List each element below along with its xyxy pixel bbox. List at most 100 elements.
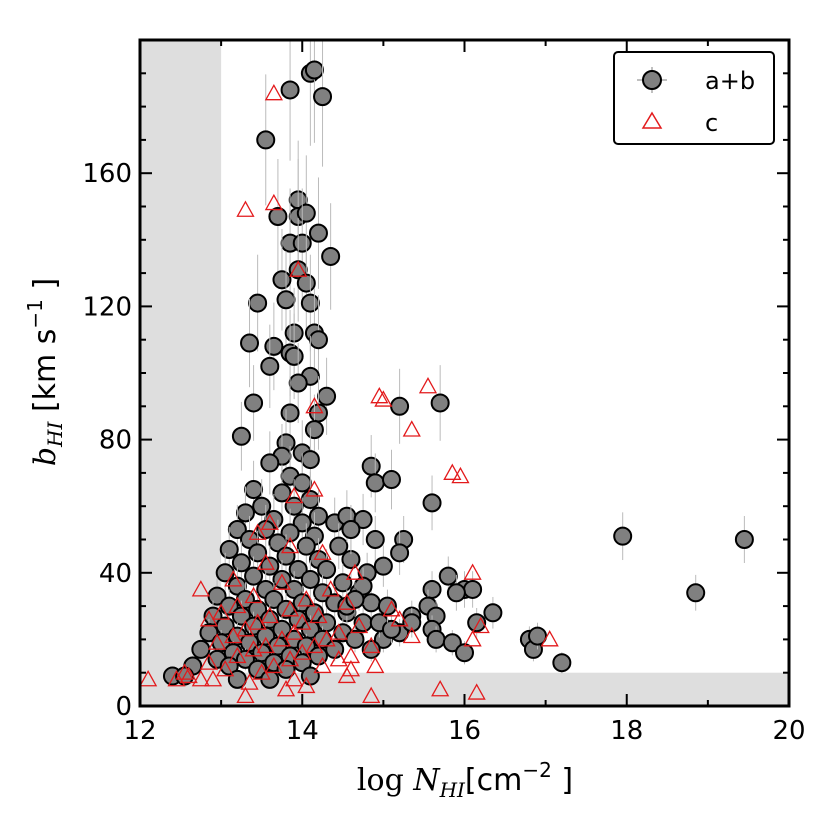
data-point-c <box>402 626 421 644</box>
data-point-c <box>337 593 356 610</box>
data-point-ab <box>438 566 458 586</box>
data-point-ab <box>288 373 308 393</box>
data-point-c <box>540 630 559 647</box>
y-tick-label: 0 <box>115 692 132 722</box>
data-point-c <box>362 686 381 704</box>
data-point-ab <box>240 333 260 353</box>
data-point-c <box>374 390 393 407</box>
data-point-c <box>179 666 198 684</box>
x-tick-label: 12 <box>123 716 156 746</box>
series-ab-points <box>162 40 754 689</box>
data-point-c <box>382 600 401 617</box>
data-point-ab <box>552 653 572 673</box>
data-point-ab <box>260 453 280 473</box>
data-point-ab <box>244 393 264 413</box>
data-point-ab <box>296 273 316 293</box>
data-point-ab <box>734 530 754 549</box>
data-point-ab <box>296 536 316 556</box>
y-tick-label: 160 <box>82 159 132 189</box>
data-point-c <box>216 660 235 677</box>
data-point-ab <box>341 520 361 540</box>
data-point-ab <box>244 480 264 500</box>
data-point-ab <box>455 643 474 663</box>
legend-box <box>613 51 775 145</box>
data-point-ab <box>231 426 251 446</box>
data-point-ab <box>280 80 300 100</box>
legend-marker-ab <box>642 70 662 90</box>
data-point-c <box>370 386 389 404</box>
data-point-ab <box>373 556 393 576</box>
data-point-c <box>317 630 336 647</box>
data-point-ab <box>365 530 385 549</box>
x-tick-label: 16 <box>448 716 481 746</box>
data-point-ab <box>231 553 251 573</box>
data-point-ab <box>402 613 422 633</box>
data-point-ab <box>276 290 296 310</box>
data-point-ab <box>272 483 292 503</box>
data-point-ab <box>256 130 276 150</box>
excluded-regions <box>140 40 789 706</box>
x-tick-label: 20 <box>772 716 805 746</box>
data-point-ab <box>426 629 446 649</box>
data-point-c <box>264 193 283 211</box>
data-point-c <box>366 656 385 674</box>
data-point-ab <box>463 579 483 599</box>
data-point-ab <box>313 87 333 107</box>
data-point-ab <box>381 619 401 639</box>
data-point-ab <box>442 633 462 653</box>
data-point-c <box>244 586 263 604</box>
data-point-ab <box>276 546 296 566</box>
data-point-c <box>191 670 210 687</box>
data-point-ab <box>353 510 373 530</box>
data-point-c <box>305 396 324 414</box>
data-point-ab <box>345 589 365 609</box>
tick-labels: 12 14 16 18 20 0 40 80 120 160 <box>82 159 805 746</box>
data-point-c <box>418 376 438 394</box>
data-point-ab <box>191 639 211 659</box>
data-point-c <box>228 596 247 614</box>
data-point-ab <box>365 473 385 493</box>
data-point-c <box>199 653 219 670</box>
data-point-c <box>272 573 292 590</box>
data-point-ab <box>422 493 442 513</box>
data-point-c <box>256 636 275 654</box>
data-point-ab <box>304 420 324 440</box>
legend-marker-c <box>641 111 663 129</box>
data-point-c <box>463 630 482 647</box>
legend-label-ab: a+b <box>705 67 755 95</box>
data-point-ab <box>345 629 365 649</box>
data-point-c <box>285 623 304 640</box>
data-point-c <box>285 486 304 504</box>
data-point-c <box>167 670 186 687</box>
y-axis-title: bHI [km s−1 ] <box>23 278 67 466</box>
data-point-c <box>264 656 283 674</box>
data-point-c <box>280 600 300 617</box>
data-point-c <box>285 670 304 687</box>
data-point-c <box>443 463 462 480</box>
data-point-c <box>264 83 283 101</box>
data-point-c <box>467 683 486 700</box>
data-point-ab <box>300 293 320 313</box>
data-point-c <box>260 513 279 530</box>
legend-label-c: c <box>705 109 718 137</box>
data-point-c <box>280 650 300 667</box>
data-point-ab <box>422 579 442 599</box>
data-point-ab <box>268 206 288 226</box>
data-point-ab <box>260 556 280 576</box>
y-tick-label: 120 <box>82 292 132 322</box>
data-point-ab <box>528 626 548 646</box>
data-point-c <box>293 643 312 660</box>
data-point-ab <box>292 473 312 493</box>
data-point-c <box>203 670 223 687</box>
data-point-c <box>248 613 267 630</box>
data-point-ab <box>199 623 219 643</box>
data-point-ab <box>361 593 381 613</box>
data-point-c <box>297 590 316 607</box>
data-point-c <box>236 620 255 637</box>
data-point-ab <box>284 346 304 366</box>
data-point-c <box>329 650 348 667</box>
data-point-ab <box>248 293 268 313</box>
data-point-c <box>224 626 243 644</box>
data-point-ab <box>361 456 381 476</box>
data-point-c <box>240 673 259 690</box>
